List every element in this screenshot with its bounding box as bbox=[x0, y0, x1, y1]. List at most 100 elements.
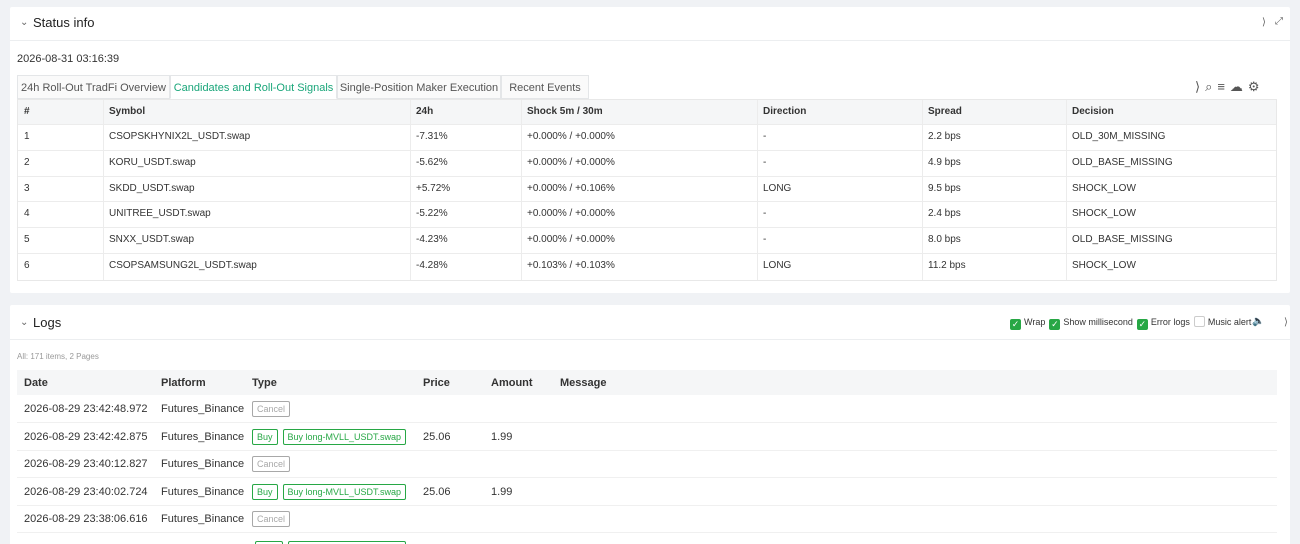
collapse-icon[interactable]: ⌄ bbox=[20, 17, 29, 28]
row-divider bbox=[17, 449, 1277, 451]
table-cell: OLD_BASE_MISSING bbox=[1072, 234, 1173, 246]
tab-bar: 24h Roll-Out TradFi Overview Candidates a… bbox=[17, 75, 617, 99]
checkbox[interactable]: ✓ bbox=[1136, 319, 1148, 330]
arrow-icon[interactable]: ⟩ bbox=[1262, 17, 1266, 28]
table-cell: +0.000% / +0.000% bbox=[527, 131, 615, 142]
header-row bbox=[17, 370, 1277, 395]
table-cell: SHOCK_LOW bbox=[1072, 182, 1136, 194]
table-cell: SHOCK_LOW bbox=[1072, 208, 1136, 220]
table-cell: 4 bbox=[24, 208, 30, 220]
table-cell: 3 bbox=[24, 182, 30, 194]
table-cell: SKDD_USDT.swap bbox=[109, 182, 195, 194]
table-cell: 6 bbox=[24, 260, 30, 271]
table-cell: 4.9 bps bbox=[928, 156, 961, 168]
column-header: Message bbox=[560, 377, 607, 389]
table-cell: -7.31% bbox=[416, 131, 448, 142]
option-label: Wrap bbox=[1024, 317, 1046, 327]
table-cell: 2.4 bps bbox=[928, 208, 961, 220]
logs-table: Date Platform Type Price Amount Message 2026-0… bbox=[17, 370, 1277, 544]
table-cell: Futures_Binance bbox=[161, 513, 245, 525]
table-cell: OLD_30M_MISSING bbox=[1072, 131, 1166, 142]
table-cell: OLD_BASE_MISSING bbox=[1072, 156, 1173, 168]
column-divider bbox=[1066, 100, 1067, 280]
table-cell: - bbox=[763, 131, 767, 142]
type-tags: Buy Buy long-MVLL_USDT.swap bbox=[252, 428, 411, 445]
tab[interactable]: Recent Events bbox=[501, 75, 589, 99]
column-header: Date bbox=[24, 377, 48, 389]
tag: Cancel bbox=[252, 511, 291, 527]
row-divider bbox=[18, 124, 1276, 125]
tag: Buy long-MVLL_USDT.swap bbox=[282, 428, 407, 445]
type-tags: Cancel bbox=[252, 511, 295, 527]
table-cell: 2 bbox=[24, 156, 30, 168]
column-header: 24h bbox=[416, 106, 434, 117]
table-cell: SNXX_USDT.swap bbox=[109, 234, 195, 246]
toolbar-icons[interactable]: ⟩⌕≡☁⚙ bbox=[1195, 79, 1265, 94]
logs-panel: ⌄ Logs ✓ Wrap ✓ Show millisecond ✓ Error logs… bbox=[10, 305, 1290, 544]
column-header: # bbox=[24, 106, 30, 117]
log-options: ✓ Wrap ✓ Show millisecond ✓ Error logs Music a… bbox=[1010, 316, 1255, 330]
fullscreen-icon[interactable]: ⤢ bbox=[1275, 16, 1283, 27]
column-header: Symbol bbox=[109, 106, 146, 117]
column-divider bbox=[922, 100, 923, 280]
column-header: Decision bbox=[1072, 106, 1114, 117]
table-cell: 25.06 bbox=[423, 485, 451, 498]
panel-title: Status info bbox=[33, 15, 95, 30]
table-cell: 1.99 bbox=[491, 485, 513, 498]
table-cell: 11.2 bps bbox=[928, 260, 966, 271]
tag bbox=[288, 541, 406, 544]
option[interactable]: ✓ Wrap bbox=[1010, 317, 1046, 330]
table-cell: +0.000% / +0.106% bbox=[527, 182, 615, 194]
partial-row bbox=[255, 541, 411, 544]
checkbox[interactable]: ✓ bbox=[1010, 319, 1021, 330]
checkbox[interactable] bbox=[1193, 316, 1205, 327]
tab[interactable]: Single-Position Maker Execution bbox=[337, 75, 501, 99]
table-cell: 5 bbox=[24, 234, 30, 246]
option[interactable]: ✓ Show millisecond bbox=[1049, 317, 1133, 330]
table-cell: 2026-08-29 23:40:12.827 bbox=[24, 458, 148, 470]
column-divider bbox=[103, 100, 104, 280]
table-cell: 9.5 bps bbox=[928, 182, 961, 194]
tag: Buy bbox=[252, 483, 278, 500]
table-cell: Futures_Binance bbox=[161, 403, 245, 415]
table-cell: LONG bbox=[763, 260, 792, 271]
table-cell: 2026-08-29 23:42:42.875 bbox=[24, 430, 148, 443]
checkbox[interactable]: ✓ bbox=[1049, 319, 1061, 330]
option-label: Music alert bbox=[1207, 317, 1252, 327]
table-cell: 2.2 bps bbox=[928, 131, 961, 142]
row-divider bbox=[17, 477, 1277, 478]
table-cell: Futures_Binance bbox=[161, 458, 245, 470]
table-cell: 25.06 bbox=[423, 430, 451, 443]
table-cell: -5.22% bbox=[416, 208, 448, 220]
table-cell: 2026-08-29 23:40:02.724 bbox=[24, 485, 148, 498]
column-header: Shock 5m / 30m bbox=[527, 106, 603, 117]
arrow-icon[interactable]: ⟩ bbox=[1284, 317, 1288, 328]
table-cell: KORU_USDT.swap bbox=[109, 156, 196, 168]
tab[interactable]: 24h Roll-Out TradFi Overview bbox=[17, 75, 170, 99]
option-label: Error logs bbox=[1150, 317, 1190, 327]
speaker-icon[interactable]: 🔈 bbox=[1252, 316, 1265, 327]
table-cell: 1 bbox=[24, 131, 30, 142]
table-cell: +5.72% bbox=[416, 182, 451, 194]
tab[interactable]: Candidates and Roll-Out Signals bbox=[170, 75, 337, 99]
column-header: Amount bbox=[491, 377, 533, 389]
table-cell: -4.23% bbox=[416, 234, 448, 246]
status-panel: ⌄ Status info ⟩ ⤢ 2026-08-31 03:16:39 24… bbox=[10, 7, 1290, 293]
table-cell: 8.0 bps bbox=[928, 234, 961, 246]
option-label: Show millisecond bbox=[1063, 317, 1133, 327]
divider bbox=[10, 40, 1290, 41]
tag: Buy bbox=[252, 428, 278, 445]
table-cell: Futures_Binance bbox=[161, 485, 245, 498]
table-cell: +0.000% / +0.000% bbox=[527, 208, 615, 220]
option[interactable]: Music alert bbox=[1193, 316, 1252, 327]
divider bbox=[10, 339, 1290, 340]
table-cell: -5.62% bbox=[416, 156, 448, 168]
collapse-icon[interactable]: ⌄ bbox=[20, 317, 29, 328]
row-divider bbox=[17, 504, 1277, 506]
tag bbox=[255, 541, 283, 544]
column-header: Platform bbox=[161, 377, 206, 389]
option[interactable]: ✓ Error logs bbox=[1136, 317, 1190, 330]
table-cell: Futures_Binance bbox=[161, 430, 245, 443]
row-divider bbox=[18, 149, 1276, 151]
